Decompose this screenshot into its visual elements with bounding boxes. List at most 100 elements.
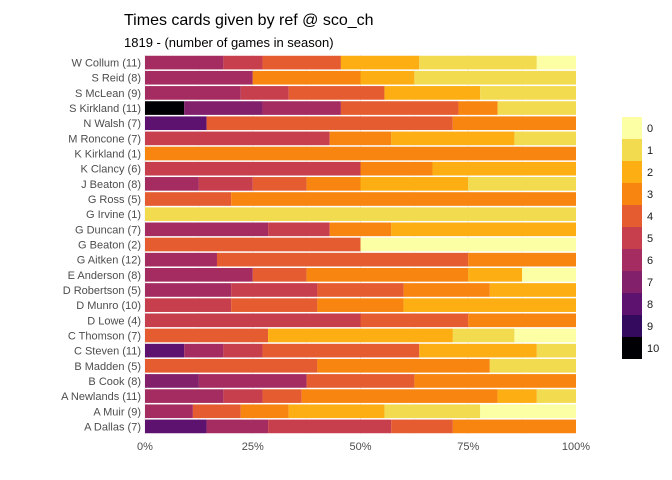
y-tick-label: M Roncone (7) — [68, 133, 141, 145]
bar-segment — [223, 55, 263, 70]
bar-segment — [145, 404, 193, 419]
legend-item: 7 — [622, 271, 653, 293]
legend-label: 0 — [647, 123, 653, 135]
y-tick-label: D Munro (10) — [76, 300, 141, 312]
bar-segment — [198, 177, 253, 191]
bar-segment — [145, 131, 330, 146]
bar-segment — [145, 222, 269, 237]
plot-area: W Collum (11) S Reid (8) S McLean (9) S Kir… — [61, 55, 590, 453]
x-tick-label: 100% — [562, 441, 590, 453]
bar-segment — [391, 131, 515, 146]
bar-segment — [145, 146, 576, 161]
bar-segment — [414, 70, 576, 85]
y-tick-label: G Duncan (7) — [75, 224, 141, 236]
legend-swatch — [622, 249, 642, 271]
bar-segment — [240, 404, 289, 419]
bar-segment — [419, 343, 537, 358]
bar-segment — [360, 313, 469, 328]
bar-segment — [391, 222, 576, 237]
bar-segment — [145, 283, 232, 297]
legend-item: 8 — [622, 293, 653, 315]
legend-label: 7 — [647, 277, 653, 289]
bar-segment — [145, 389, 224, 403]
bar-segment — [145, 86, 241, 100]
y-tick-label: G Irvine (1) — [86, 209, 141, 221]
bar-segment — [391, 419, 453, 434]
bar-segment — [329, 131, 392, 146]
bar-segment — [145, 161, 361, 176]
bars — [145, 55, 576, 434]
bar-segment — [145, 358, 318, 373]
bar-segment — [252, 70, 361, 85]
y-tick-label: A Newlands (11) — [61, 391, 141, 403]
bar-segment — [240, 86, 289, 100]
bar-segment — [206, 419, 269, 434]
bar-segment — [145, 192, 232, 206]
bar-segment — [231, 283, 318, 297]
chart-title: Times cards given by ref @ sco_ch — [124, 12, 374, 29]
y-tick-label: E Anderson (8) — [68, 270, 141, 282]
bar-segment — [145, 252, 217, 267]
bar-segment — [384, 404, 481, 419]
x-tick-label: 25% — [242, 441, 264, 453]
bar-segment — [145, 343, 185, 358]
y-axis-labels: W Collum (11) S Reid (8) S McLean (9) S Kir… — [61, 58, 141, 434]
bar-segment — [384, 86, 481, 100]
x-tick-label: 50% — [349, 441, 371, 453]
bar-segment — [145, 419, 207, 434]
legend-swatch — [622, 315, 642, 337]
legend-swatch — [622, 205, 642, 227]
bar-segment — [360, 237, 576, 252]
legend-item: 5 — [622, 227, 653, 249]
legend-item: 9 — [622, 315, 653, 337]
y-tick-label: A Muir (9) — [93, 406, 141, 418]
bar-segment — [489, 358, 576, 373]
y-tick-label: A Dallas (7) — [84, 421, 141, 433]
bar-segment — [360, 70, 415, 85]
legend-item: 3 — [622, 183, 653, 205]
bar-segment — [206, 116, 453, 131]
bar-segment — [536, 389, 576, 403]
bar-segment — [268, 222, 330, 237]
y-tick-label: G Aitken (12) — [77, 255, 141, 267]
legend-label: 8 — [647, 299, 653, 311]
bar-segment — [145, 55, 224, 70]
bar-segment — [231, 298, 318, 312]
bar-segment — [262, 343, 420, 358]
legend-item: 2 — [622, 161, 653, 183]
legend-item: 1 — [622, 139, 653, 161]
bar-segment — [468, 252, 576, 267]
bar-segment — [489, 283, 576, 297]
legend-swatch — [622, 183, 642, 205]
legend-label: 10 — [647, 343, 659, 355]
bar-segment — [306, 177, 361, 191]
bar-segment — [514, 131, 576, 146]
bar-segment — [231, 192, 576, 206]
bar-segment — [145, 70, 253, 85]
bar-segment — [468, 313, 576, 328]
bar-segment — [145, 313, 361, 328]
bar-segment — [198, 374, 307, 388]
bar-segment — [360, 161, 433, 176]
bar-segment — [216, 252, 469, 267]
bar-segment — [145, 374, 199, 388]
x-axis-labels: 0% 25% 50% 75% 100% — [137, 441, 590, 453]
legend-label: 9 — [647, 321, 653, 333]
bar-segment — [522, 267, 576, 282]
legend-label: 5 — [647, 233, 653, 245]
bar-segment — [317, 283, 404, 297]
y-tick-label: G Beaton (2) — [78, 240, 141, 252]
legend-label: 2 — [647, 167, 653, 179]
bar-segment — [317, 298, 404, 312]
legend-item: 4 — [622, 205, 653, 227]
bar-segment — [262, 101, 341, 115]
bar-segment — [306, 374, 415, 388]
bar-segment — [145, 207, 576, 222]
bar-segment — [184, 343, 224, 358]
y-tick-label: B Madden (5) — [74, 361, 141, 373]
bar-segment — [403, 283, 490, 297]
bar-segment — [223, 343, 263, 358]
legend-swatch — [622, 271, 642, 293]
bar-segment — [329, 222, 392, 237]
x-tick-label: 0% — [137, 441, 153, 453]
